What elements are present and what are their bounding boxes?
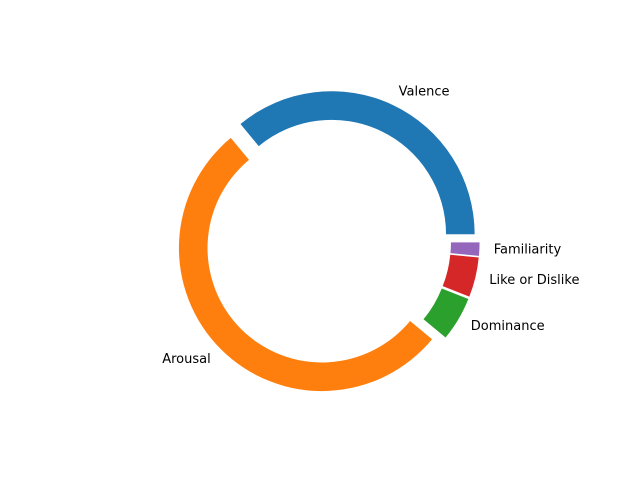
slice-valence (240, 91, 475, 235)
slice-labels: Valence Arousal Dominance Like or Dislike Fa… (162, 84, 579, 366)
slice-label-valence: Valence (399, 84, 450, 99)
slice-label-dominance: Dominance (471, 319, 545, 334)
donut-slices (178, 91, 480, 392)
slice-like-or-dislike (442, 254, 479, 297)
slice-label-like-or-dislike: Like or Dislike (489, 273, 579, 288)
slice-familiarity (450, 242, 480, 256)
slice-label-familiarity: Familiarity (494, 242, 562, 257)
slice-arousal (178, 137, 433, 392)
slice-dominance (423, 288, 469, 338)
slice-label-arousal: Arousal (162, 352, 211, 367)
